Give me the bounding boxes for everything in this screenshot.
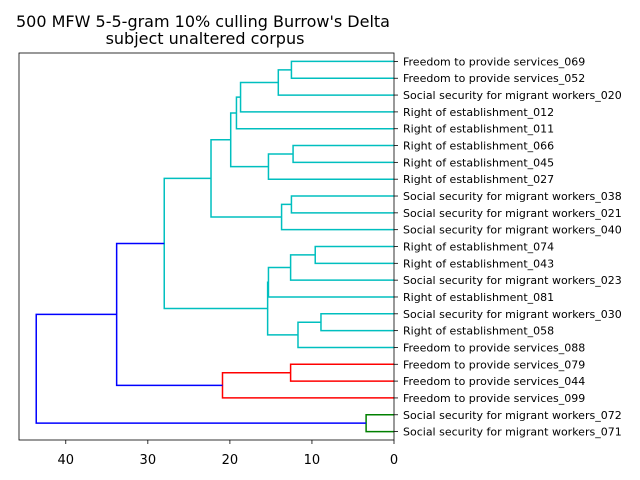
leaf-label: Freedom to provide services_079 <box>403 358 585 371</box>
dendrogram-link <box>221 371 394 399</box>
dendrogram-link <box>280 203 394 231</box>
leaf-label: Social security for migrant workers_020 <box>403 89 622 102</box>
dendrogram-link <box>290 60 394 79</box>
dendrogram-links <box>35 60 394 433</box>
chart-title-line-1: 500 MFW 5-5-gram 10% culling Burrow's De… <box>16 12 390 31</box>
dendrogram-link <box>297 321 394 349</box>
leaf-label: Right of establishment_027 <box>403 173 554 186</box>
dendrogram-link <box>267 266 394 298</box>
leaf-label: Social security for migrant workers_021 <box>403 207 622 220</box>
leaf-label: Freedom to provide services_099 <box>403 392 585 405</box>
dendrogram-link <box>229 112 269 168</box>
leaf-label: Right of establishment_012 <box>403 106 554 119</box>
x-axis: 40 30 20 10 0 <box>57 440 398 468</box>
dendrogram-link <box>292 144 394 164</box>
leaf-label: Freedom to provide services_088 <box>403 341 585 354</box>
dendrogram-link <box>290 195 394 214</box>
leaf-label: Social security for migrant workers_071 <box>403 426 622 439</box>
dendrogram-link <box>267 153 394 180</box>
dendrogram-link <box>277 69 394 96</box>
dendrogram-link <box>210 139 282 218</box>
leaf-label: Right of establishment_058 <box>403 325 554 338</box>
leaf-label: Freedom to provide services_052 <box>403 72 585 85</box>
leaf-label: Right of establishment_045 <box>403 156 554 169</box>
x-tick-label: 20 <box>222 453 239 468</box>
dendrogram-link <box>35 313 367 424</box>
leaf-label: Social security for migrant workers_038 <box>403 190 622 203</box>
x-tick-label: 40 <box>57 453 74 468</box>
leaf-label: Social security for migrant workers_023 <box>403 274 622 287</box>
leaf-labels: Freedom to provide services_069 Freedom t… <box>394 55 622 439</box>
dendrogram-link <box>365 414 394 433</box>
dendrogram-link <box>289 363 394 382</box>
leaf-label: Social security for migrant workers_072 <box>403 409 622 422</box>
dendrogram-link <box>320 313 394 332</box>
dendrogram-link <box>239 81 394 113</box>
leaf-label: Right of establishment_074 <box>403 241 554 254</box>
leaf-label: Right of establishment_066 <box>403 140 554 153</box>
leaf-label: Freedom to provide services_044 <box>403 375 585 388</box>
chart-title-line-2: subject unaltered corpus <box>106 29 305 48</box>
leaf-label: Right of establishment_043 <box>403 257 554 270</box>
leaf-label: Freedom to provide services_069 <box>403 55 585 68</box>
x-tick-label: 30 <box>140 453 157 468</box>
dendrogram-link <box>235 96 394 130</box>
dendrogram-link <box>289 254 394 281</box>
leaf-label: Social security for migrant workers_040 <box>403 224 622 237</box>
x-tick-label: 10 <box>304 453 321 468</box>
dendrogram-link <box>266 281 298 336</box>
leaf-label: Social security for migrant workers_030 <box>403 308 622 321</box>
dendrogram-link <box>314 245 394 265</box>
dendrogram-link <box>163 177 268 310</box>
dendrogram-link <box>115 242 223 387</box>
leaf-label: Right of establishment_081 <box>403 291 554 304</box>
leaf-label: Right of establishment_011 <box>403 123 554 136</box>
x-tick-label: 0 <box>390 453 398 468</box>
plot-frame <box>18 52 395 441</box>
